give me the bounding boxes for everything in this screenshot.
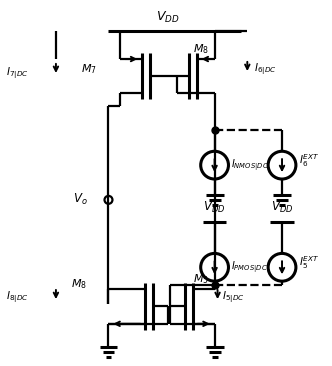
- Text: $V_{DD}$: $V_{DD}$: [156, 10, 180, 25]
- Text: $I_{5|DC}$: $I_{5|DC}$: [221, 289, 244, 305]
- Text: $I_5^{EXT}$: $I_5^{EXT}$: [299, 254, 319, 271]
- Text: $M_8$: $M_8$: [193, 42, 209, 56]
- Text: $M_7$: $M_7$: [81, 62, 97, 76]
- Text: $V_{DD}$: $V_{DD}$: [204, 200, 226, 215]
- Text: $I_{7|DC}$: $I_{7|DC}$: [6, 65, 29, 81]
- Text: $I_{6|DC}$: $I_{6|DC}$: [254, 61, 277, 77]
- Text: $V_{DD}$: $V_{DD}$: [271, 200, 293, 215]
- Text: $I_6^{EXT}$: $I_6^{EXT}$: [299, 152, 319, 169]
- Text: $I_{PMOS|DC}$: $I_{PMOS|DC}$: [231, 259, 268, 275]
- Text: $I_{8|DC}$: $I_{8|DC}$: [6, 289, 29, 305]
- Text: $M_8$: $M_8$: [71, 277, 87, 291]
- Text: $M_5$: $M_5$: [193, 272, 208, 286]
- Text: $I_{NMOS|DC}$: $I_{NMOS|DC}$: [231, 157, 269, 173]
- Text: $V_o$: $V_o$: [73, 192, 88, 208]
